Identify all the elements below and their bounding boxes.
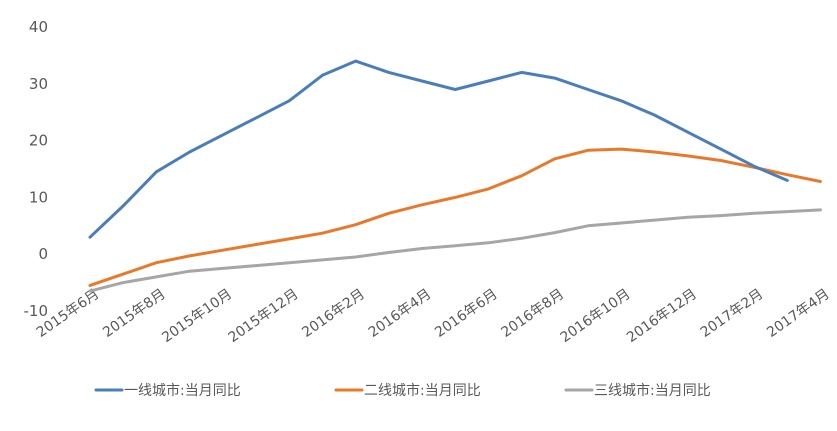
x-tick-label: 2015年10月 <box>159 286 235 346</box>
x-tick-label: 2015年12月 <box>226 286 302 346</box>
legend: 一线城市:当月同比 二线城市:当月同比 三线城市:当月同比 <box>94 382 711 399</box>
x-axis: 2015年6月2015年8月2015年10月2015年12月2016年2月201… <box>34 286 833 346</box>
y-tick-label: 10 <box>29 188 48 206</box>
x-tick-label: 2016年2月 <box>299 286 368 341</box>
y-tick-label: -10 <box>24 302 49 320</box>
legend-item-3: 三线城市:当月同比 <box>564 382 711 399</box>
series-line-3 <box>88 208 822 293</box>
legend-item-1: 一线城市:当月同比 <box>94 382 241 399</box>
y-tick-label: 0 <box>38 245 48 263</box>
legend-label: 二线城市:当月同比 <box>364 382 481 399</box>
series-lines <box>88 59 822 293</box>
series-line-2 <box>88 147 822 287</box>
x-tick-label: 2017年4月 <box>764 286 833 341</box>
x-tick-label: 2017年2月 <box>698 286 767 341</box>
series-line-1 <box>88 59 789 239</box>
x-tick-label: 2016年4月 <box>366 286 435 341</box>
legend-item-2: 二线城市:当月同比 <box>334 382 481 399</box>
legend-label: 三线城市:当月同比 <box>594 382 711 399</box>
x-tick-label: 2016年12月 <box>624 286 700 346</box>
legend-label: 一线城市:当月同比 <box>124 382 241 399</box>
y-tick-label: 40 <box>29 18 48 36</box>
x-tick-label: 2016年6月 <box>432 286 501 341</box>
y-tick-label: 20 <box>29 132 48 150</box>
y-tick-label: 30 <box>29 75 48 93</box>
y-axis: -10 0 10 20 30 40 <box>24 18 49 320</box>
x-tick-label: 2016年10月 <box>558 286 634 346</box>
